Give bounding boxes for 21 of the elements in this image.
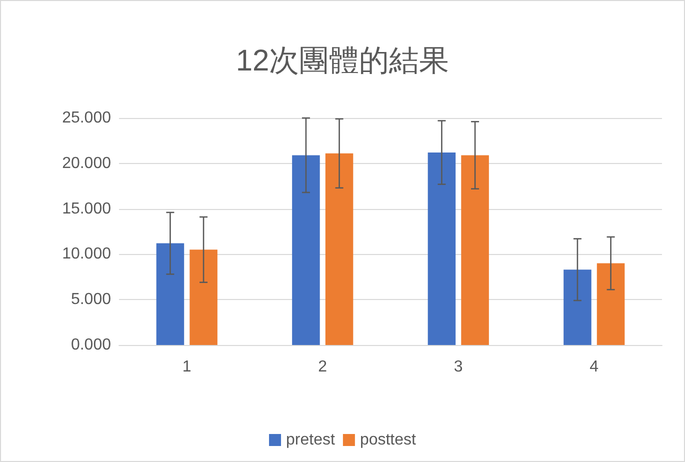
bar: [156, 243, 184, 345]
y-tick-label: 25.000: [62, 110, 112, 126]
bar: [461, 155, 489, 345]
y-tick-label: 20.000: [62, 154, 112, 172]
y-tick-label: 10.000: [62, 246, 112, 263]
bar: [190, 250, 218, 345]
y-tick-label: 0.000: [70, 336, 112, 354]
bar: [596, 263, 625, 345]
bar: [292, 155, 320, 345]
bar: [325, 153, 354, 345]
bar: [564, 270, 592, 345]
x-tick-label: 1: [182, 358, 192, 376]
x-tick-label: 2: [318, 358, 328, 376]
x-tick-label: 4: [590, 358, 599, 376]
legend-label: posttest: [360, 432, 417, 448]
bar: [428, 152, 456, 345]
x-tick-label: 3: [454, 358, 463, 376]
legend-label: pretest: [286, 432, 336, 448]
chart-title: 12次團體的結果: [236, 44, 450, 78]
y-tick-label: 5.000: [70, 291, 112, 308]
y-tick-label: 15.000: [62, 200, 112, 218]
